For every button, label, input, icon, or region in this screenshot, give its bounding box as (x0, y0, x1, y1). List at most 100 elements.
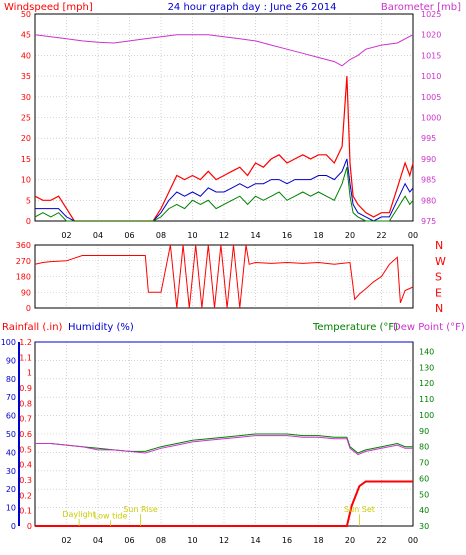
wind-tick-label: 5 (26, 196, 31, 205)
climate-x-tick-label: 22 (376, 536, 386, 545)
wind-tick-label: 50 (21, 10, 31, 19)
climate-x-tick-label: 20 (345, 536, 355, 545)
compass-label: E (435, 286, 442, 299)
wind-series-line (34, 34, 414, 67)
climate-series-line (35, 435, 413, 456)
rainfall-tick-label: 1.1 (19, 353, 32, 362)
wind-tick-label: 10 (21, 176, 31, 185)
humidity-tick-label: 50 (6, 430, 16, 439)
temperature-label: Temperature (°F) (312, 322, 398, 333)
wind-x-tick-label: 12 (219, 231, 229, 240)
climate-x-tick-label: 00 (408, 536, 418, 545)
temperature-tick-label: 90 (419, 427, 429, 436)
temperature-tick-label: 50 (419, 490, 429, 499)
wind-tick-label: 35 (21, 72, 31, 81)
temperature-tick-label: 100 (419, 411, 434, 420)
left-axis-title: Windspeed [mph] (4, 2, 93, 13)
rainfall-tick-label: 0.1 (19, 507, 32, 516)
barometer-tick-label: 1005 (421, 93, 441, 102)
climate-x-tick-label: 08 (156, 536, 166, 545)
wind-series-line (35, 158, 414, 222)
wind-tick-label: 20 (21, 134, 31, 143)
astronomy-label: Daylight (62, 510, 96, 519)
climate-x-tick-label: 06 (124, 536, 134, 545)
barometer-tick-label: 1000 (421, 114, 441, 123)
rainfall-tick-label: 0.5 (19, 445, 32, 454)
right-axis-title: Barometer [mb] (381, 2, 461, 13)
wind-x-tick-label: 00 (408, 231, 418, 240)
wind-x-tick-label: 16 (282, 231, 292, 240)
temperature-tick-label: 120 (419, 379, 434, 388)
climate-series-line (35, 433, 413, 454)
barometer-tick-label: 1015 (421, 51, 441, 60)
direction-tick-label: 270 (16, 257, 31, 266)
rainfall-tick-label: 0.7 (19, 415, 32, 424)
wind-x-tick-label: 22 (376, 231, 386, 240)
climate-x-tick-label: 18 (313, 536, 323, 545)
temperature-tick-label: 80 (419, 443, 429, 452)
compass-label: N (435, 302, 443, 315)
humidity-tick-label: 90 (6, 356, 16, 365)
astronomy-label: Low tide (94, 511, 128, 520)
temperature-tick-label: 70 (419, 459, 429, 468)
humidity-tick-label: 20 (6, 485, 16, 494)
direction-series-line (34, 244, 414, 309)
wind-series-line (34, 167, 414, 222)
climate-x-tick-label: 02 (61, 536, 71, 545)
compass-label: W (435, 255, 446, 268)
barometer-tick-label: 1025 (421, 10, 441, 19)
astronomy-label: Sun Rise (123, 505, 158, 514)
wind-tick-label: 45 (21, 31, 31, 40)
temperature-tick-label: 60 (419, 474, 429, 483)
temperature-tick-label: 140 (419, 348, 434, 357)
direction-tick-label: 0 (26, 304, 31, 313)
dewpoint-label: Dew Point (°F) (393, 322, 465, 333)
barometer-tick-label: 1020 (421, 31, 441, 40)
temperature-tick-label: 40 (419, 506, 429, 515)
humidity-tick-label: 80 (6, 375, 16, 384)
wind-x-tick-label: 20 (345, 231, 355, 240)
rainfall-tick-label: 0.8 (19, 399, 32, 408)
wind-x-tick-label: 14 (250, 231, 260, 240)
direction-tick-label: 180 (16, 273, 31, 282)
barometer-tick-label: 995 (421, 134, 436, 143)
barometer-tick-label: 980 (421, 196, 436, 205)
barometer-tick-label: 985 (421, 176, 436, 185)
temperature-tick-label: 110 (419, 395, 434, 404)
wind-x-tick-label: 06 (124, 231, 134, 240)
direction-tick-label: 90 (21, 288, 31, 297)
direction-tick-label: 360 (16, 241, 31, 250)
barometer-tick-label: 990 (421, 155, 436, 164)
humidity-tick-label: 100 (1, 338, 16, 347)
humidity-tick-label: 70 (6, 393, 16, 402)
climate-series-line (35, 480, 413, 527)
wind-tick-label: 30 (21, 93, 31, 102)
wind-x-tick-label: 10 (187, 231, 197, 240)
humidity-tick-label: 0 (11, 522, 16, 531)
wind-tick-label: 0 (26, 217, 31, 226)
temperature-tick-label: 30 (419, 522, 429, 531)
wind-series-line (34, 76, 414, 222)
temperature-tick-label: 130 (419, 363, 434, 372)
wind-x-tick-label: 02 (61, 231, 71, 240)
wind-x-tick-label: 04 (93, 231, 103, 240)
wind-x-tick-label: 18 (313, 231, 323, 240)
climate-x-tick-label: 16 (282, 536, 292, 545)
wind-x-tick-label: 08 (156, 231, 166, 240)
humidity-label: Humidity (%) (68, 322, 134, 333)
rainfall-tick-label: 1 (27, 369, 32, 378)
compass-label: S (435, 271, 442, 284)
rainfall-label: Rainfall (.in) (2, 322, 63, 333)
barometer-tick-label: 975 (421, 217, 436, 226)
humidity-tick-label: 40 (6, 448, 16, 457)
wind-tick-label: 15 (21, 155, 31, 164)
rainfall-tick-label: 0.6 (19, 430, 32, 439)
climate-x-tick-label: 14 (250, 536, 260, 545)
rainfall-tick-label: 0.2 (19, 491, 32, 500)
barometer-tick-label: 1010 (421, 72, 441, 81)
wind-plot-frame (34, 13, 414, 222)
astronomy-label: Sun Set (344, 505, 375, 514)
climate-x-tick-label: 12 (219, 536, 229, 545)
